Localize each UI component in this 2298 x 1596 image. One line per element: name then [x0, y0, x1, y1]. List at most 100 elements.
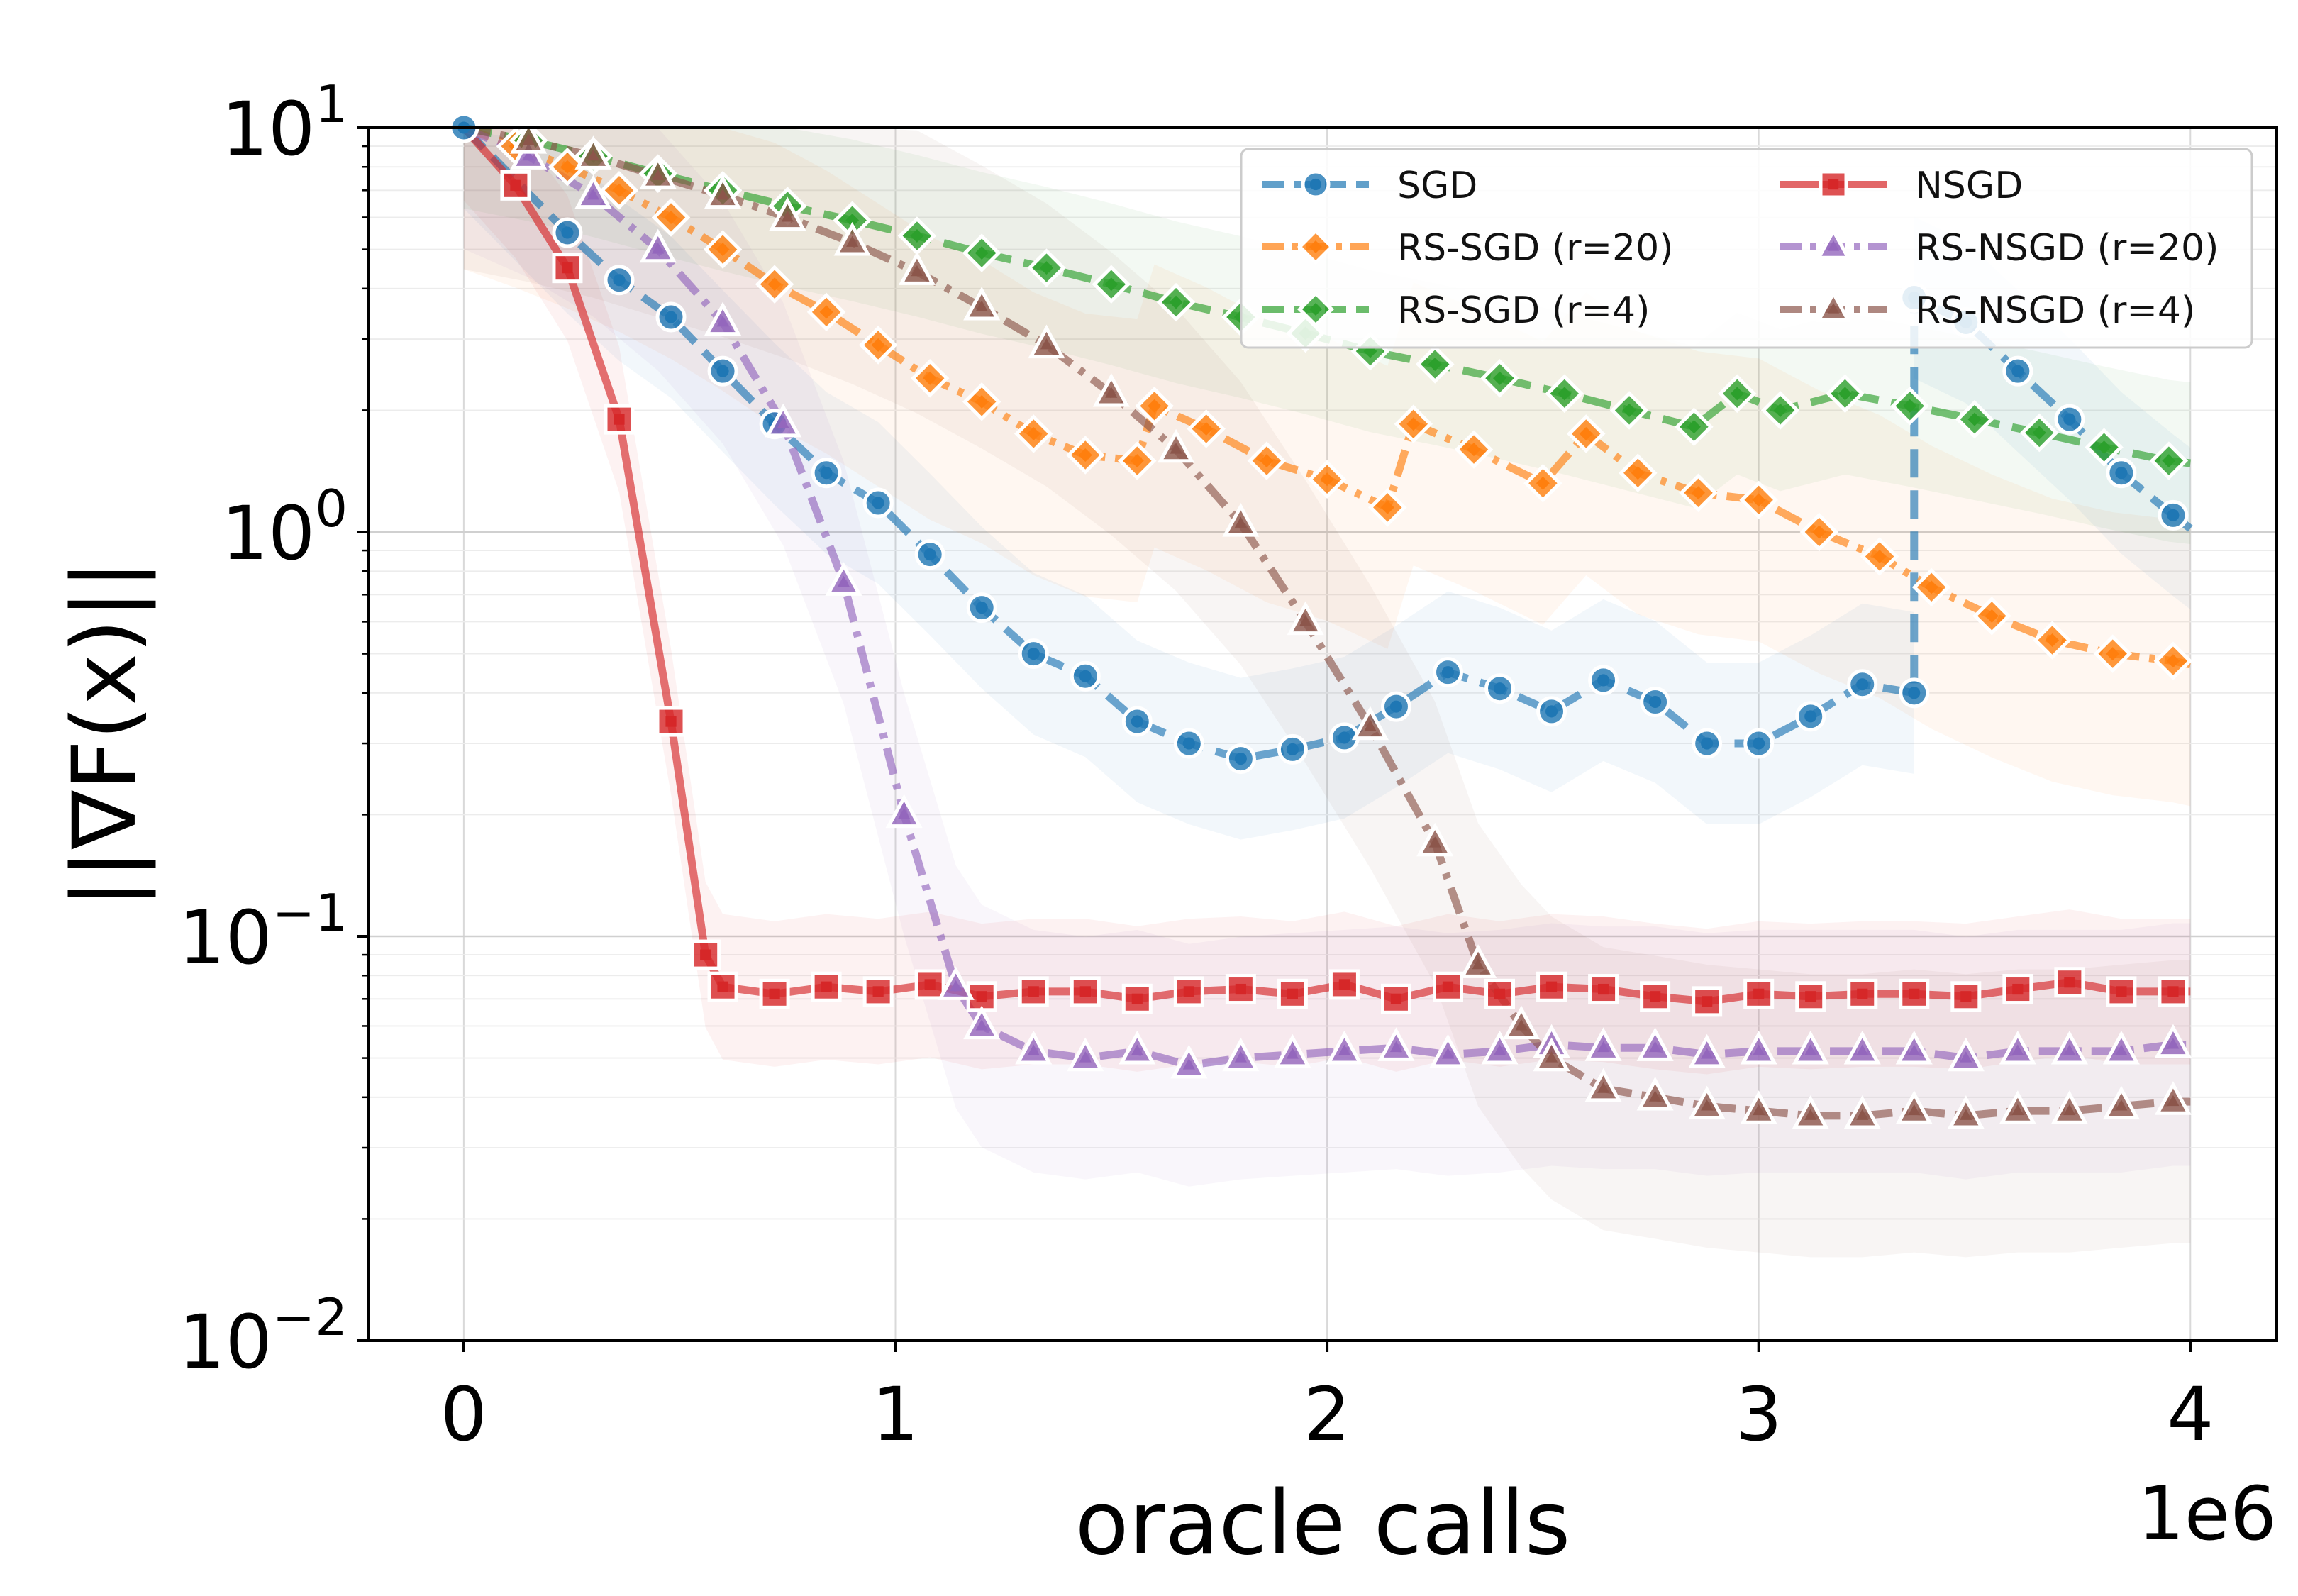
- x-tick-label: 1: [872, 1371, 918, 1458]
- circle-marker-core: [665, 311, 677, 323]
- diamond-marker-core: [664, 210, 678, 224]
- diamond-marker-core: [923, 371, 937, 385]
- diamond-marker-core: [975, 246, 989, 260]
- triangle-marker-core: [1182, 1058, 1195, 1070]
- circle-marker-core: [1649, 695, 1662, 709]
- square-marker-core: [1390, 993, 1402, 1004]
- diamond-marker-core: [1579, 426, 1593, 440]
- square-marker-core: [821, 981, 832, 992]
- line-rs-nsgd-r-20: [462, 123, 2191, 1070]
- legend-box: [1240, 148, 2253, 349]
- triangle-marker-core: [911, 265, 923, 277]
- square-marker-core: [2167, 986, 2179, 997]
- square-marker-core: [1131, 993, 1143, 1004]
- triangle-marker-core: [846, 235, 859, 247]
- triangle-marker-core: [1234, 1051, 1247, 1063]
- square-marker: [1173, 976, 1204, 1007]
- triangle-marker-core: [1908, 1104, 1921, 1116]
- triangle-marker-core: [1286, 1048, 1299, 1059]
- square-marker-core: [1753, 988, 1765, 999]
- circle-marker-core: [923, 548, 936, 561]
- plot-area-frame: [367, 126, 2278, 1342]
- x-axis-label: oracle calls: [1075, 1473, 1571, 1575]
- diamond-marker-core: [1309, 303, 1322, 316]
- square-marker-core: [1028, 986, 1039, 997]
- diamond-marker-core: [910, 229, 924, 243]
- triangle-marker-core: [2011, 1044, 2024, 1055]
- circle-marker-core: [1234, 753, 1247, 765]
- square-marker-core: [510, 179, 521, 191]
- triangle-marker-core: [716, 316, 729, 327]
- circle-marker-core: [1545, 705, 1558, 718]
- diamond-marker-core: [2106, 647, 2120, 661]
- triangle-marker-core: [898, 808, 911, 819]
- triangle-marker-core: [1960, 1051, 1972, 1063]
- square-marker: [690, 939, 721, 970]
- triangle-marker-core: [587, 149, 600, 161]
- triangle-marker-core: [1040, 338, 1053, 350]
- triangle-marker-core: [587, 189, 600, 200]
- triangle-marker-core: [2167, 1095, 2180, 1107]
- circle-marker-core: [975, 602, 988, 614]
- triangle-marker-core: [522, 149, 535, 161]
- diamond-marker-core: [1558, 387, 1572, 401]
- square-marker-core: [562, 262, 573, 274]
- diamond-marker-core: [2032, 426, 2046, 440]
- triangle-marker-core: [1701, 1099, 1714, 1111]
- circle-marker-core: [820, 467, 833, 480]
- square-marker: [1536, 971, 1567, 1002]
- y-tick-label: 100: [221, 479, 348, 577]
- circle-marker-core: [716, 365, 729, 377]
- square-marker-core: [1650, 991, 1661, 1002]
- square-marker-core: [717, 981, 728, 992]
- y-tick-label: 10−1: [179, 883, 348, 981]
- diamond-marker-core: [1903, 399, 1917, 413]
- diamond-marker-core: [612, 183, 626, 197]
- triangle-marker-core: [1364, 720, 1377, 731]
- triangle-marker-core: [950, 980, 962, 992]
- triangle-marker-core: [1079, 1051, 1092, 1063]
- diamond-marker-core: [1985, 609, 1999, 623]
- square-marker-core: [700, 949, 711, 960]
- diamond-marker-core: [1078, 448, 1092, 462]
- triangle-marker-core: [1827, 240, 1840, 251]
- diamond-marker-core: [1838, 387, 1852, 401]
- band-rs-nsgd-r-20: [463, 128, 2191, 1187]
- diamond-marker-core: [819, 305, 833, 319]
- square-marker-core: [2012, 983, 2024, 995]
- diamond-marker-core: [1199, 421, 1214, 436]
- diamond-marker-core: [1169, 295, 1183, 309]
- diamond-marker-core: [1104, 277, 1119, 292]
- triangle-marker-core: [1428, 836, 1441, 848]
- diamond-marker-core: [1320, 472, 1334, 487]
- circle-marker-core: [872, 497, 884, 509]
- square-marker-core: [1857, 988, 1868, 999]
- square-marker: [500, 170, 531, 201]
- diamond-marker-core: [1752, 493, 1766, 507]
- triangle-marker-core: [1960, 1109, 1972, 1120]
- triangle-marker-core: [1338, 1044, 1350, 1055]
- triangle-marker-core: [2011, 1104, 2024, 1116]
- triangle-marker-core: [652, 243, 665, 254]
- legend-label: SGD: [1397, 165, 1477, 207]
- diamond-marker-core: [871, 338, 885, 352]
- line-rs-sgd-r-20: [462, 123, 2192, 669]
- square-marker-core: [1494, 988, 1506, 999]
- y-tick-label: 10−2: [179, 1287, 348, 1385]
- triangle-marker-core: [1389, 1041, 1403, 1053]
- square-marker-core: [924, 979, 936, 990]
- legend-label: RS-NSGD (r=20): [1915, 227, 2219, 270]
- square-marker-core: [665, 716, 677, 727]
- diamond-marker-core: [1773, 403, 1787, 417]
- triangle-marker-core: [2063, 1044, 2076, 1055]
- diamond-marker-core: [716, 243, 730, 257]
- diamond-marker-core: [1467, 443, 1481, 457]
- triangle-marker-core: [1545, 1051, 1558, 1063]
- triangle-marker-core: [1908, 1044, 1921, 1055]
- triangle-marker-core: [1131, 1044, 1143, 1055]
- triangle-marker-core: [1493, 1044, 1506, 1055]
- circle-marker-core: [1079, 670, 1092, 682]
- diamond-marker-core: [1536, 476, 1550, 490]
- diamond-marker-core: [2166, 654, 2180, 668]
- triangle-marker-core: [1856, 1044, 1869, 1055]
